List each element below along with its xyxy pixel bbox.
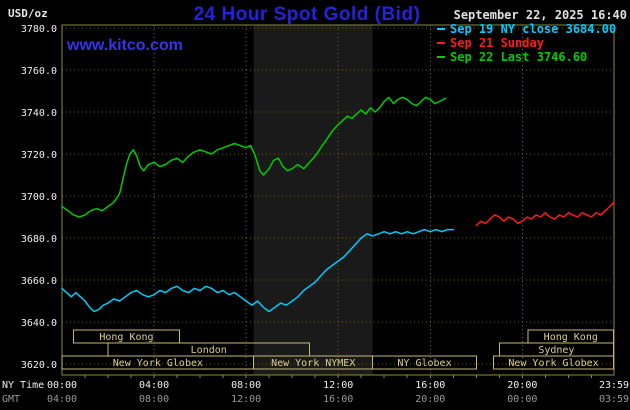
ny-time-label: 20:00: [507, 380, 537, 391]
session-label: New York Globex: [508, 358, 598, 369]
ny-time-label: 12:00: [323, 380, 353, 391]
y-axis-label: 3740.0: [21, 108, 57, 119]
session-label: Sydney: [538, 345, 574, 356]
ny-time-label: 00:00: [47, 380, 77, 391]
legend-label: Sep 19 NY close 3684.00: [450, 22, 617, 36]
legend-item-sep22-last: Sep 22 Last 3746.60: [437, 50, 616, 64]
y-axis-label: 3620.0: [21, 360, 57, 371]
gmt-axis-caption: GMT: [2, 394, 20, 405]
session-label: New York Globex: [113, 358, 203, 369]
ny-time-label: 16:00: [415, 380, 445, 391]
session-label: NY Globex: [397, 358, 451, 369]
legend-item-sep19-ny-close: Sep 19 NY close 3684.00: [437, 22, 616, 36]
ny-time-label: 08:00: [231, 380, 261, 391]
gmt-time-label: 03:59: [599, 394, 629, 405]
kitco-watermark-link[interactable]: www.kitco.com: [67, 37, 183, 54]
legend-dash-icon: [437, 56, 445, 58]
y-axis-label: 3660.0: [21, 276, 57, 287]
ny-time-axis-caption: NY Time: [2, 380, 44, 391]
legend-item-sep21-sunday: Sep 21 Sunday: [437, 36, 616, 50]
ny-time-label: 23:59: [599, 380, 629, 391]
gmt-time-label: 12:00: [231, 394, 261, 405]
session-label: Hong Kong: [544, 332, 598, 343]
y-axis-label: 3640.0: [21, 318, 57, 329]
legend-label: Sep 22 Last 3746.60: [450, 50, 588, 64]
ny-time-label: 04:00: [139, 380, 169, 391]
gmt-time-label: 20:00: [415, 394, 445, 405]
session-box: [527, 329, 614, 344]
price-line-sep22: [61, 96, 447, 218]
gmt-time-label: 00:00: [507, 394, 537, 405]
session-label: New York NYMEX: [271, 358, 355, 369]
legend: Sep 19 NY close 3684.00 Sep 21 Sunday Se…: [437, 22, 616, 64]
session-box: [372, 355, 477, 370]
price-line-sep19: [61, 228, 455, 313]
gmt-time-label: 04:00: [47, 394, 77, 405]
chart-title: 24 Hour Spot Gold (Bid): [193, 4, 421, 25]
price-line-sep21: [475, 201, 615, 227]
legend-dash-icon: [437, 42, 445, 44]
y-axis-units-label: USD/oz: [8, 7, 48, 20]
gmt-time-label: 16:00: [323, 394, 353, 405]
gmt-time-label: 08:00: [139, 394, 169, 405]
y-axis-label: 3700.0: [21, 192, 57, 203]
y-axis-label: 3760.0: [21, 66, 57, 77]
y-axis-label: 3680.0: [21, 234, 57, 245]
legend-dash-icon: [437, 28, 445, 30]
nymex-session-band: [253, 25, 373, 375]
chart-datetime: September 22, 2025 16:40: [453, 8, 627, 22]
session-label: Hong Kong: [99, 332, 153, 343]
legend-label: Sep 21 Sunday: [450, 36, 544, 50]
y-axis-label: 3720.0: [21, 150, 57, 161]
plot-border: [61, 24, 615, 376]
y-axis-label: 3780.0: [21, 24, 57, 35]
session-label: London: [191, 345, 227, 356]
